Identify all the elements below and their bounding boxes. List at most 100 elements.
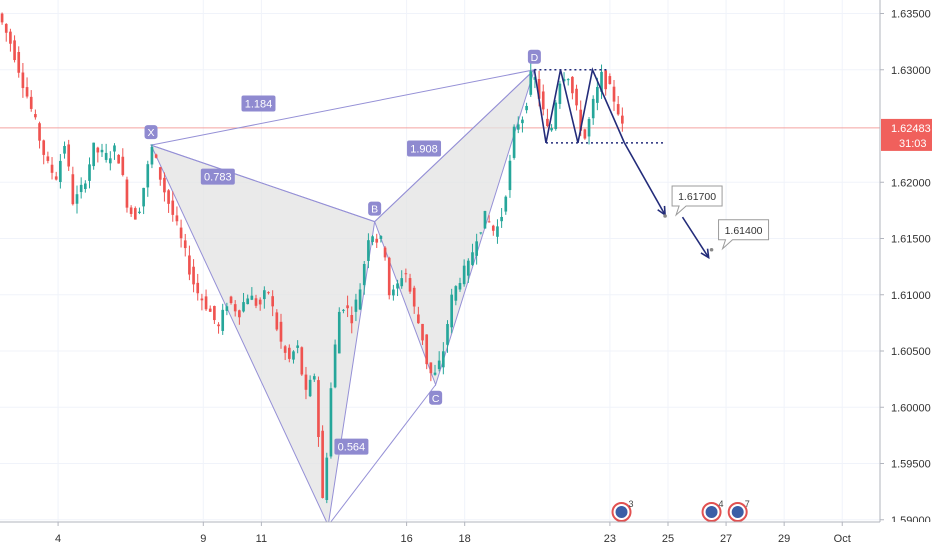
price-axis-label: 1.60500 [891,346,931,358]
candle-body [496,226,499,237]
candle [516,116,520,134]
candle [312,373,316,382]
candle [46,151,50,164]
candle-body [17,51,21,73]
candle-body [383,247,387,258]
candle [67,139,71,171]
candle-body [612,86,616,102]
candle [121,148,125,177]
time-axis-label: Oct [834,533,851,545]
candle [342,308,345,314]
candle [192,259,195,293]
candle [84,180,87,193]
candle [271,290,274,317]
candle-body [204,296,208,310]
candle-body [525,105,528,111]
candle [79,177,83,199]
candle [154,153,158,159]
candle [454,285,458,306]
candle-body [566,79,570,81]
candle [38,121,41,149]
pattern-line-ac [327,384,437,526]
candle [512,124,516,160]
candle [233,300,237,317]
candle [279,313,283,349]
target-label: 1.61700 [678,191,716,203]
candle [479,232,483,235]
candle [596,77,599,111]
target-callout [671,185,723,217]
candle [167,189,170,213]
time-axis-label: 29 [778,533,790,545]
time-axis-label: 18 [459,533,471,545]
candle-body [221,309,225,331]
target-callout [718,219,770,251]
ratio-label-bg [407,140,442,157]
candle-body [462,265,466,285]
candle-body [84,183,87,190]
candle [213,305,216,324]
candle [496,219,499,244]
candle-body [167,190,170,204]
candle [317,376,320,447]
candle [21,63,25,98]
candle-body [308,379,312,397]
candle-body [537,79,541,99]
candle-body [342,309,345,311]
projection-arrow [681,216,710,259]
target-label: 1.61400 [725,225,763,237]
current-price-badge [881,118,932,151]
event-count: 7 [745,499,750,509]
candle-body [550,127,553,131]
candle-body [267,292,270,294]
candle-body [450,294,453,328]
candle [392,284,395,301]
candle [550,124,553,132]
candle-body [217,324,220,327]
candle-body [54,176,58,180]
candle [138,207,141,215]
candle-body [529,71,533,95]
candle-body [225,306,229,311]
candle-body [304,374,308,390]
candle [508,154,512,198]
candle-body [242,302,245,312]
candle [204,289,208,311]
candle-body [491,225,495,231]
candle [71,166,75,206]
pattern-point-label: C [429,390,443,405]
candle [100,143,104,157]
candle-body [171,200,175,215]
candle [337,307,341,354]
pattern-point-text: X [148,127,155,139]
candle-body [475,241,478,256]
candle-body [591,98,595,119]
candle-body [454,286,458,301]
candle-body [296,345,299,348]
candle-body [113,145,116,152]
candle [346,295,349,318]
candle-body [25,87,29,97]
candle-body [358,289,362,310]
candle [541,84,545,116]
candle [471,243,474,266]
candle [183,233,187,257]
candle [417,306,420,324]
candle-body [546,118,549,127]
candle [500,208,503,228]
price-axis-label: 1.60000 [891,402,931,414]
candle-body [408,278,412,292]
candle-body [483,210,487,229]
candle [475,233,478,265]
ratio-label: 0.564 [334,438,369,455]
time-axis-bg [0,522,932,550]
candle [229,295,233,305]
candle [333,339,337,389]
candle [362,260,366,295]
candle [525,102,528,114]
candle-body [287,347,291,359]
candle-body [92,142,95,167]
candle-body [429,362,433,374]
